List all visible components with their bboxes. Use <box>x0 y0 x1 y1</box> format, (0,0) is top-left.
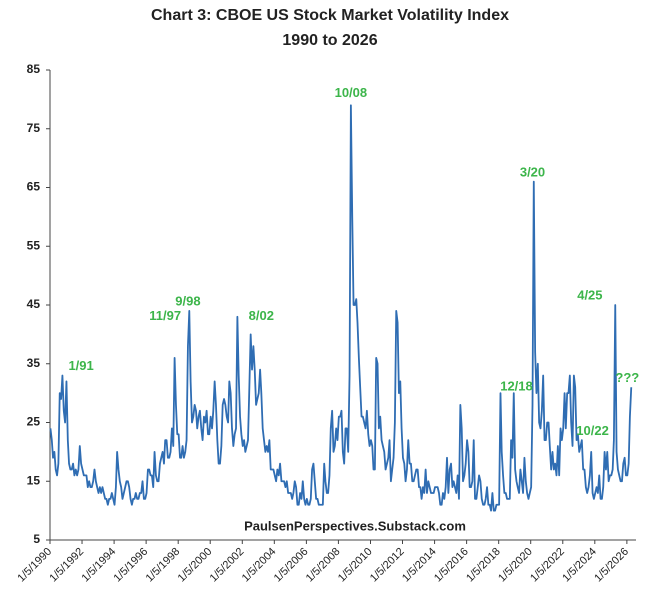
x-tick-label: 1/5/2004 <box>240 546 279 585</box>
source: PaulsenPerspectives.Substack.com <box>244 518 466 533</box>
annotation: ??? <box>615 370 639 385</box>
x-tick-label: 1/5/2014 <box>400 546 439 585</box>
x-tick-label: 1/5/1990 <box>15 546 54 585</box>
x-tick-label: 1/5/1994 <box>80 546 119 585</box>
annotation: 10/08 <box>335 85 368 100</box>
y-tick-label: 55 <box>27 238 41 252</box>
x-tick-label: 1/5/1992 <box>47 546 86 585</box>
x-tick-label: 1/5/1998 <box>144 546 183 585</box>
vix-line <box>49 104 633 512</box>
x-tick-label: 1/5/2012 <box>368 546 407 585</box>
y-tick-label: 35 <box>27 356 41 370</box>
x-tick-label: 1/5/2000 <box>176 546 215 585</box>
x-tick-label: 1/5/2020 <box>496 546 535 585</box>
y-tick-label: 5 <box>33 532 40 546</box>
x-tick-label: 1/5/2010 <box>336 546 375 585</box>
annotation: 4/25 <box>577 288 602 303</box>
x-tick-label: 1/5/2008 <box>304 546 343 585</box>
x-tick-label: 1/5/2026 <box>592 546 631 585</box>
x-tick-label: 1/5/2002 <box>208 546 247 585</box>
annotation: 8/02 <box>249 308 274 323</box>
annotation: 12/18 <box>500 379 533 394</box>
x-tick-label: 1/5/2016 <box>432 546 471 585</box>
chart-title: Chart 3: CBOE US Stock Market Volatility… <box>151 7 509 24</box>
chart-subtitle: 1990 to 2026 <box>282 32 377 49</box>
annotation: 1/91 <box>68 358 93 373</box>
x-tick-label: 1/5/1996 <box>112 546 151 585</box>
x-tick-label: 1/5/2024 <box>560 546 599 585</box>
annotation: 10/22 <box>576 423 609 438</box>
x-tick-label: 1/5/2022 <box>528 546 567 585</box>
x-tick-label: 1/5/2006 <box>272 546 311 585</box>
annotation: 11/97 <box>149 308 181 323</box>
annotation: 9/98 <box>175 294 200 309</box>
y-tick-label: 45 <box>27 297 41 311</box>
y-tick-label: 25 <box>27 415 41 429</box>
annotation: 3/20 <box>520 164 545 179</box>
y-tick-label: 75 <box>27 121 41 135</box>
y-tick-label: 65 <box>27 180 41 194</box>
x-tick-label: 1/5/2018 <box>464 546 503 585</box>
y-tick-label: 85 <box>27 62 41 76</box>
y-tick-label: 15 <box>27 473 41 487</box>
